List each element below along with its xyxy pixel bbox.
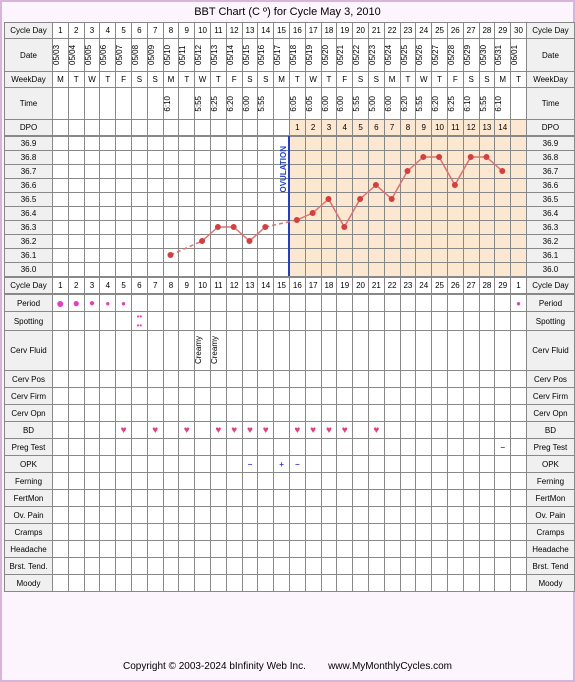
row-date: Date05/0305/0405/0505/0605/0705/0805/090… bbox=[5, 39, 575, 72]
row-dpo: DPO1234567891011121314DPO bbox=[5, 120, 575, 136]
ovulation-label: OVULATION bbox=[279, 146, 288, 193]
footer: Copyright © 2003-2024 bInfinity Web Inc.… bbox=[2, 655, 573, 678]
copyright-text: Copyright © 2003-2024 bInfinity Web Inc. bbox=[123, 661, 306, 672]
symptom-table: Period●●●●●●PeriodSpotting••••SpottingCe… bbox=[4, 294, 575, 592]
temperature-chart: 36.936.936.836.836.736.736.636.636.536.5… bbox=[4, 136, 571, 277]
footer-header-table: Cycle Day1234567891011121314151617181920… bbox=[4, 277, 575, 294]
row-weekday: WeekDayMTWTFSSMTWTFSSMTWTFSSMTWTFSSMTWee… bbox=[5, 72, 575, 88]
row-cycle-day-bottom: Cycle Day1234567891011121314151617181920… bbox=[5, 278, 575, 294]
chart-title: BBT Chart (C º) for Cycle May 3, 2010 bbox=[2, 2, 573, 22]
temp-grid: 36.936.936.836.836.736.736.636.636.536.5… bbox=[4, 136, 575, 277]
footer-url: www.MyMonthlyCycles.com bbox=[328, 661, 452, 672]
chart-grid: Cycle Day1234567891011121314151617181920… bbox=[4, 22, 571, 592]
row-cycle-day: Cycle Day1234567891011121314151617181920… bbox=[5, 23, 575, 39]
header-table: Cycle Day1234567891011121314151617181920… bbox=[4, 22, 575, 136]
bbt-chart-container: BBT Chart (C º) for Cycle May 3, 2010 Cy… bbox=[0, 0, 575, 682]
row-time: Time6:105:556:256:206:005:556:056:056:00… bbox=[5, 88, 575, 120]
